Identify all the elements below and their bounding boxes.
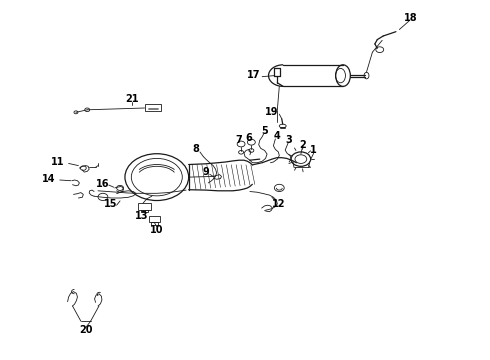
Text: 6: 6 [245,132,252,143]
Text: 13: 13 [135,211,149,221]
Text: 5: 5 [261,126,268,136]
Text: 7: 7 [236,135,243,145]
Text: 20: 20 [79,325,93,336]
Text: 3: 3 [286,135,293,145]
Text: 11: 11 [51,157,65,167]
Text: 21: 21 [125,94,139,104]
Bar [141,210,148,212]
Text: 19: 19 [265,107,279,117]
Bar [145,104,161,111]
Text: 9: 9 [202,167,209,177]
Text: 1: 1 [310,145,317,156]
Text: 16: 16 [96,179,110,189]
Text: 10: 10 [150,225,164,235]
Text: 17: 17 [247,69,261,80]
Bar [149,216,160,222]
Text: 8: 8 [193,144,199,154]
Text: 18: 18 [404,13,417,23]
Text: 12: 12 [271,199,285,209]
Text: 2: 2 [299,140,306,150]
Text: 14: 14 [42,174,56,184]
Bar [138,203,151,210]
Text: 15: 15 [103,199,117,209]
Bar [151,222,158,225]
Text: 4: 4 [273,131,280,141]
